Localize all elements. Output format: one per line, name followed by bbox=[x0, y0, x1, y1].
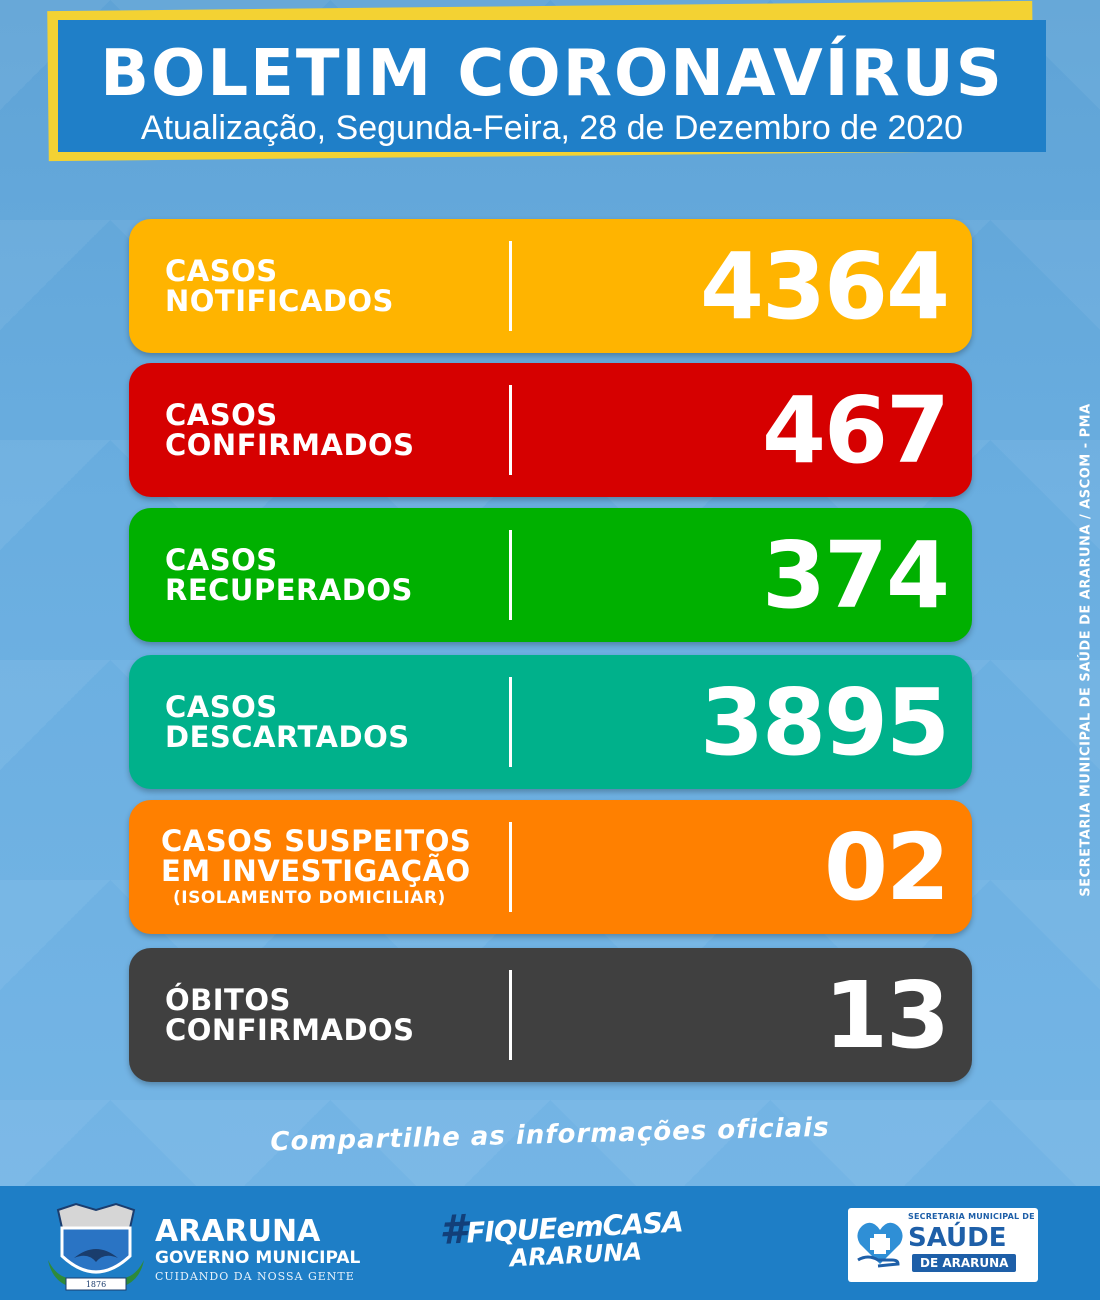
crest-year: 1876 bbox=[86, 1280, 106, 1289]
card-divider bbox=[509, 822, 512, 912]
header-banner: BOLETIM CORONAVÍRUS Atualização, Segunda… bbox=[58, 20, 1046, 152]
card-label: CASOS NOTIFICADOS bbox=[165, 219, 495, 353]
card-label-line2: CONFIRMADOS bbox=[165, 1013, 415, 1047]
footer: 1876 ARARUNA GOVERNO MUNICIPAL CUIDANDO … bbox=[0, 1186, 1100, 1300]
card-divider bbox=[509, 530, 512, 620]
card-label: CASOS DESCARTADOS bbox=[165, 655, 495, 789]
card-label-line2: DESCARTADOS bbox=[165, 720, 410, 754]
card-label-line1: CASOS bbox=[165, 254, 278, 288]
card-label-note: (ISOLAMENTO DOMICILIAR) bbox=[173, 888, 446, 908]
share-message: Compartilhe as informações oficiais bbox=[270, 1112, 830, 1158]
card-label-line1: CASOS bbox=[165, 398, 278, 432]
card-value: 13 bbox=[823, 961, 950, 1069]
heart-hand-icon bbox=[857, 1222, 903, 1268]
city-motto: CUIDANDO DA NOSSA GENTE bbox=[155, 1270, 355, 1283]
hashtag-campaign: #FIQUEemCASA ARARUNA bbox=[438, 1204, 683, 1274]
card-divider bbox=[509, 241, 512, 331]
card-value: 467 bbox=[761, 376, 950, 484]
card-casos-confirmados: CASOS CONFIRMADOS 467 bbox=[129, 363, 972, 497]
card-label-line2: EM INVESTIGAÇÃO bbox=[161, 854, 471, 888]
card-label-line1: CASOS SUSPEITOS bbox=[161, 824, 472, 858]
card-label-line2: RECUPERADOS bbox=[165, 573, 413, 607]
saude-logo-sub: DE ARARUNA bbox=[912, 1254, 1017, 1272]
card-casos-suspeitos: CASOS SUSPEITOS EM INVESTIGAÇÃO (ISOLAME… bbox=[129, 800, 972, 934]
card-label: ÓBITOS CONFIRMADOS bbox=[165, 948, 495, 1082]
crest-icon: 1876 bbox=[48, 1202, 144, 1291]
card-casos-recuperados: CASOS RECUPERADOS 374 bbox=[129, 508, 972, 642]
saude-logo-main: SAÚDE bbox=[908, 1223, 1007, 1253]
card-divider bbox=[509, 970, 512, 1060]
card-label: CASOS CONFIRMADOS bbox=[165, 363, 495, 497]
card-label: CASOS RECUPERADOS bbox=[165, 508, 495, 642]
card-value: 3895 bbox=[699, 668, 950, 776]
card-divider bbox=[509, 385, 512, 475]
hashtag-symbol: # bbox=[438, 1206, 468, 1255]
side-credit: SECRETARIA MUNICIPAL DE SAÚDE DE ARARUNA… bbox=[1078, 403, 1094, 897]
card-value: 02 bbox=[823, 813, 950, 921]
city-government: GOVERNO MUNICIPAL bbox=[155, 1248, 361, 1268]
card-label: CASOS SUSPEITOS EM INVESTIGAÇÃO (ISOLAME… bbox=[161, 800, 506, 934]
card-divider bbox=[509, 677, 512, 767]
card-label-line1: CASOS bbox=[165, 543, 278, 577]
card-value: 374 bbox=[761, 521, 950, 629]
city-name: ARARUNA bbox=[155, 1214, 321, 1249]
card-label-line1: CASOS bbox=[165, 690, 278, 724]
card-casos-descartados: CASOS DESCARTADOS 3895 bbox=[129, 655, 972, 789]
page-subtitle: Atualização, Segunda-Feira, 28 de Dezemb… bbox=[140, 109, 964, 147]
card-label-line2: NOTIFICADOS bbox=[165, 284, 394, 318]
saude-logo: SECRETARIA MUNICIPAL DE SAÚDE DE ARARUNA bbox=[848, 1208, 1038, 1282]
card-casos-notificados: CASOS NOTIFICADOS 4364 bbox=[129, 219, 972, 353]
saude-logo-top: SECRETARIA MUNICIPAL DE bbox=[908, 1212, 1035, 1221]
card-label-line2: CONFIRMADOS bbox=[165, 428, 415, 462]
page-title: BOLETIM CORONAVÍRUS bbox=[100, 37, 1004, 111]
card-obitos-confirmados: ÓBITOS CONFIRMADOS 13 bbox=[129, 948, 972, 1082]
card-label-line1: ÓBITOS bbox=[165, 983, 291, 1017]
card-value: 4364 bbox=[699, 232, 950, 340]
